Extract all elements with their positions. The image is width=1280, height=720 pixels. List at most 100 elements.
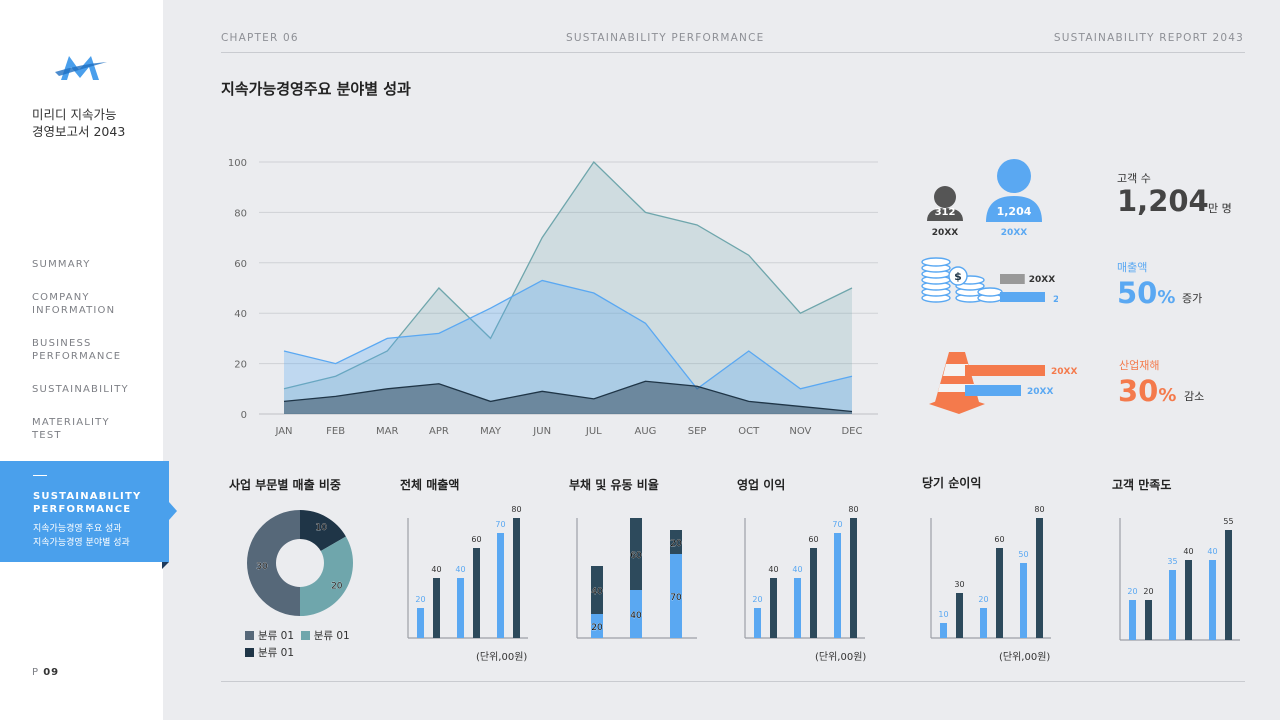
series-area: [284, 280, 852, 414]
y-tick-label: 60: [234, 259, 247, 270]
bar-value-label: 20: [1143, 587, 1153, 596]
sales-bar-prev: [1000, 274, 1025, 284]
bar-value-label: 40: [431, 565, 441, 574]
satisfaction-bar-chart: 20 20 35 40 40 55: [1119, 517, 1240, 641]
nav-label: INFORMATION: [32, 305, 116, 316]
bar-value-label: 40: [1207, 547, 1217, 556]
bar: [513, 518, 520, 638]
bar: [1145, 600, 1152, 640]
page-title: 지속가능경영주요 분야별 성과: [221, 80, 411, 98]
sales-share-donut-chart: 10 20 30: [247, 510, 354, 616]
customers-unit: 만 명: [1208, 202, 1232, 215]
bar-value-label: 60: [808, 535, 818, 544]
nav-sub-item[interactable]: 지속가능경영 주요 성과: [33, 524, 122, 534]
nav-item-sustainability[interactable]: SUSTAINABILITY: [32, 383, 129, 396]
bar-value-label: 10: [938, 610, 948, 619]
y-tick-label: 20: [234, 360, 247, 371]
active-dash: [33, 475, 47, 476]
active-arrow-icon: [169, 502, 177, 520]
segment-value-label: 60: [630, 551, 642, 561]
brand-line-1: 미리디 지속가능: [32, 107, 117, 122]
pie-legend: 분류 01 분류 01: [245, 628, 350, 643]
prev-customers-value: 312: [935, 207, 956, 218]
bar: [1036, 518, 1043, 638]
debt-ratio-bar-chart: 20 40 40 60 70 20: [576, 518, 697, 639]
y-tick-label: 100: [228, 158, 247, 169]
bar: [940, 623, 947, 638]
brand-logo-icon: [55, 56, 107, 80]
bar: [1209, 560, 1216, 640]
pie-legend-row-2: 분류 01: [245, 645, 294, 660]
accident-bar-prev-label: 20XX: [1051, 367, 1077, 377]
customers-label: 고객 수: [1117, 172, 1151, 185]
bar: [980, 608, 987, 638]
accident-pct-sign: %: [1158, 385, 1177, 406]
nav-item-business-performance[interactable]: BUSINESS PERFORMANCE: [32, 337, 129, 363]
donut-label: 30: [256, 562, 268, 572]
series-line: [283, 380, 853, 413]
bar-value-label: 40: [1183, 547, 1193, 556]
total-sales-title: 전체 매출액: [400, 478, 460, 492]
bar-value-label: 35: [1167, 557, 1177, 566]
nav-label: PERFORMANCE: [32, 351, 122, 362]
bar: [433, 578, 440, 638]
nav-active-label-2: PERFORMANCE: [33, 504, 132, 515]
bar-value-label: 55: [1223, 517, 1233, 526]
nav-item-sustainability-performance[interactable]: SUSTAINABILITY PERFORMANCE 지속가능경영 주요 성과 …: [0, 461, 169, 562]
x-tick-label: DEC: [841, 426, 862, 437]
donut-slice: [247, 510, 300, 616]
bar-value-label: 70: [832, 520, 842, 529]
donut-label: 20: [331, 581, 343, 591]
bar: [1185, 560, 1192, 640]
x-tick-label: MAY: [480, 426, 502, 437]
bar: [770, 578, 777, 638]
accident-value: 30: [1118, 374, 1159, 408]
bar-value-label: 20: [1127, 587, 1137, 596]
stacked-bar-segment: [670, 530, 682, 554]
x-tick-label: JUN: [532, 426, 551, 437]
nav-label: COMPANY: [32, 292, 90, 303]
coins-icon: $ 20XX 20XX: [921, 257, 1058, 305]
x-tick-label: JAN: [274, 426, 292, 437]
sidebar-nav: SUMMARY COMPANY INFORMATION BUSINESS PERFO…: [32, 258, 129, 462]
bar-value-label: 20: [752, 595, 762, 604]
segment-value-label: 40: [591, 587, 603, 597]
accident-unit: 감소: [1184, 390, 1205, 403]
bar-value-label: 20: [978, 595, 988, 604]
nav-label: TEST: [32, 430, 62, 441]
stacked-bar-segment: [591, 566, 603, 614]
bar-value-label: 40: [768, 565, 778, 574]
sales-bar-prev-label: 20XX: [1029, 275, 1055, 285]
total-sales-bar-chart: 20 40 40 60 70 80: [407, 505, 528, 639]
page-number: P 09: [32, 667, 59, 678]
x-tick-label: FEB: [326, 426, 345, 437]
series-line: [283, 160, 853, 390]
accident-bar-prev: [965, 365, 1045, 376]
accident-value-wrap: 30%: [1118, 374, 1176, 408]
segment-value-label: 20: [670, 539, 682, 549]
sales-value: 50: [1117, 276, 1158, 310]
section-label: SUSTAINABILITY PERFORMANCE: [566, 32, 765, 44]
nav-sub-item[interactable]: 지속가능경영 분야별 성과: [33, 538, 130, 548]
nav-label: MATERIALITY: [32, 417, 110, 428]
x-tick-label: JUL: [585, 426, 602, 437]
accident-bar-curr: [965, 385, 1021, 396]
curr-customers-value: 1,204: [997, 205, 1032, 218]
x-tick-label: APR: [429, 426, 449, 437]
bar-value-label: 60: [994, 535, 1004, 544]
bar: [1225, 530, 1232, 640]
accident-bar-curr-label: 20XX: [1027, 387, 1053, 397]
x-tick-label: SEP: [688, 426, 707, 437]
nav-item-summary[interactable]: SUMMARY: [32, 258, 129, 271]
monthly-area-chart: 0 20 40 60 80 100 JAN FEB MAR APR MAY JUN JUL AUG SEP O…: [228, 158, 878, 437]
accident-label: 산업재해: [1119, 359, 1160, 372]
bar-value-label: 80: [848, 505, 858, 514]
nav-item-materiality-test[interactable]: MATERIALITY TEST: [32, 416, 129, 442]
bar-value-label: 70: [495, 520, 505, 529]
x-tick-label: NOV: [789, 426, 811, 437]
series-line: [283, 279, 853, 390]
customer-people-icon: 312 1,204 20XX 20XX: [927, 159, 1042, 238]
unit-note: (단위,00원): [999, 652, 1051, 663]
legend-swatch: [300, 631, 310, 640]
nav-item-company-information[interactable]: COMPANY INFORMATION: [32, 291, 129, 317]
